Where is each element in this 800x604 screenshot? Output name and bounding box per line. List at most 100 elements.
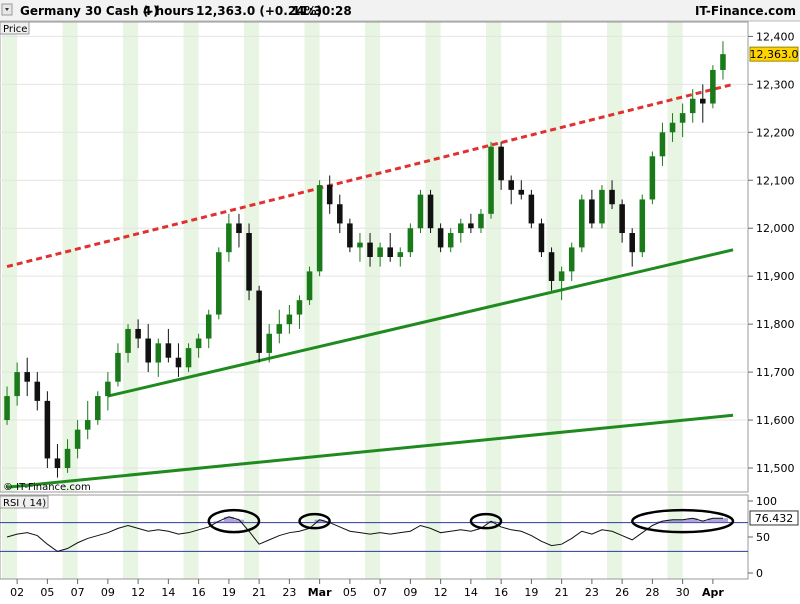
candle-body[interactable]: [296, 300, 303, 315]
candle-body[interactable]: [256, 290, 262, 353]
price-tick-label: 12,000: [756, 222, 795, 235]
candle-body[interactable]: [508, 180, 514, 190]
candle-body[interactable]: [538, 223, 545, 253]
candle-body[interactable]: [720, 54, 726, 70]
candle-body[interactable]: [155, 343, 162, 363]
candle-body[interactable]: [357, 242, 363, 248]
candle-body[interactable]: [175, 357, 182, 368]
resistance-trendline[interactable]: [6, 82, 734, 269]
price-panel-label: Price: [3, 24, 27, 35]
rsi-fills: [213, 516, 728, 523]
candle-body[interactable]: [387, 247, 393, 257]
last-price-box: [749, 46, 799, 62]
candle-body[interactable]: [145, 338, 151, 363]
candle-body[interactable]: [397, 252, 404, 257]
candle-body[interactable]: [326, 185, 333, 205]
candle-body[interactable]: [64, 448, 71, 469]
x-tick-label: 14: [464, 586, 478, 599]
candles: [4, 41, 726, 478]
candle-body[interactable]: [639, 199, 646, 253]
candle-body[interactable]: [266, 333, 272, 353]
candle-body[interactable]: [710, 69, 716, 104]
candle-body[interactable]: [165, 343, 172, 358]
candle-body[interactable]: [558, 271, 565, 281]
candle-body[interactable]: [125, 328, 131, 353]
candle-body[interactable]: [619, 204, 625, 234]
candle-body[interactable]: [649, 156, 656, 200]
price-tick-label: 11,900: [756, 270, 795, 283]
candle-body[interactable]: [659, 132, 666, 157]
candle-body[interactable]: [599, 189, 605, 224]
candle-body[interactable]: [609, 189, 615, 205]
x-tick-label: 21: [252, 586, 266, 599]
date-band: [667, 495, 683, 579]
candle-body[interactable]: [498, 146, 504, 181]
candle-body[interactable]: [316, 185, 323, 272]
candle-body[interactable]: [286, 314, 293, 325]
last-price-tag: 12,363.0: [749, 46, 799, 62]
candle-body[interactable]: [468, 223, 474, 229]
candle-body[interactable]: [44, 400, 51, 459]
candle-body[interactable]: [226, 223, 232, 253]
candle-body[interactable]: [478, 213, 484, 229]
candle-body[interactable]: [548, 252, 555, 281]
candle-body[interactable]: [54, 458, 61, 469]
candle-body[interactable]: [216, 252, 222, 315]
date-band: [607, 22, 623, 492]
candle-body[interactable]: [185, 348, 192, 368]
candle-body[interactable]: [205, 314, 212, 339]
candle-body[interactable]: [84, 420, 91, 430]
interval: 4 hours: [143, 4, 194, 18]
x-tick-label: 19: [524, 586, 538, 599]
candle-body[interactable]: [34, 381, 41, 401]
candle-body[interactable]: [488, 146, 494, 214]
candle-body[interactable]: [306, 271, 313, 301]
candle-body[interactable]: [4, 396, 10, 421]
candle-body[interactable]: [579, 199, 585, 248]
candle-body[interactable]: [679, 113, 686, 123]
rsi-overbought-fill: [717, 518, 728, 523]
rsi-overbought-fill: [687, 518, 698, 523]
candle-body[interactable]: [246, 233, 252, 291]
candle-body[interactable]: [437, 228, 444, 248]
candle-body[interactable]: [105, 381, 111, 397]
candle-body[interactable]: [407, 228, 414, 253]
candle-body[interactable]: [195, 338, 202, 349]
candle-body[interactable]: [95, 396, 101, 421]
x-tick-label: 07: [71, 586, 85, 599]
candle-body[interactable]: [417, 194, 424, 229]
rsi-value-label: 76.432: [755, 512, 794, 525]
x-tick-label: 19: [222, 586, 236, 599]
candle-body[interactable]: [377, 247, 383, 257]
candle-body[interactable]: [427, 194, 434, 229]
rsi-tick-label: 0: [756, 567, 763, 580]
candle-body[interactable]: [276, 324, 283, 334]
candle-body[interactable]: [347, 223, 353, 248]
support-trendline[interactable]: [107, 248, 734, 398]
price-panel-tag: [0, 21, 30, 35]
candle-body[interactable]: [337, 204, 343, 224]
candle-body[interactable]: [700, 98, 706, 104]
candle-body[interactable]: [74, 429, 81, 449]
rsi-overbought-fill: [486, 521, 497, 523]
candle-body[interactable]: [689, 98, 696, 114]
candle-body[interactable]: [367, 242, 373, 257]
date-band: [425, 495, 441, 579]
candle-body[interactable]: [14, 372, 20, 397]
candle-body[interactable]: [135, 328, 141, 339]
candle-body[interactable]: [447, 233, 454, 248]
lower-support-trendline[interactable]: [6, 413, 734, 489]
candle-body[interactable]: [518, 189, 525, 195]
candle-body[interactable]: [589, 199, 595, 224]
candle-body[interactable]: [115, 352, 121, 382]
candle-body[interactable]: [458, 223, 464, 234]
candle-body[interactable]: [629, 233, 635, 253]
instrument-name: Germany 30 Cash (-): [20, 4, 159, 18]
candle-body[interactable]: [528, 194, 535, 224]
candle-body[interactable]: [669, 122, 676, 133]
rsi-tick-label: 100: [756, 495, 777, 508]
candle-body[interactable]: [24, 372, 30, 382]
candle-body[interactable]: [568, 247, 575, 272]
candle-body[interactable]: [236, 223, 242, 234]
